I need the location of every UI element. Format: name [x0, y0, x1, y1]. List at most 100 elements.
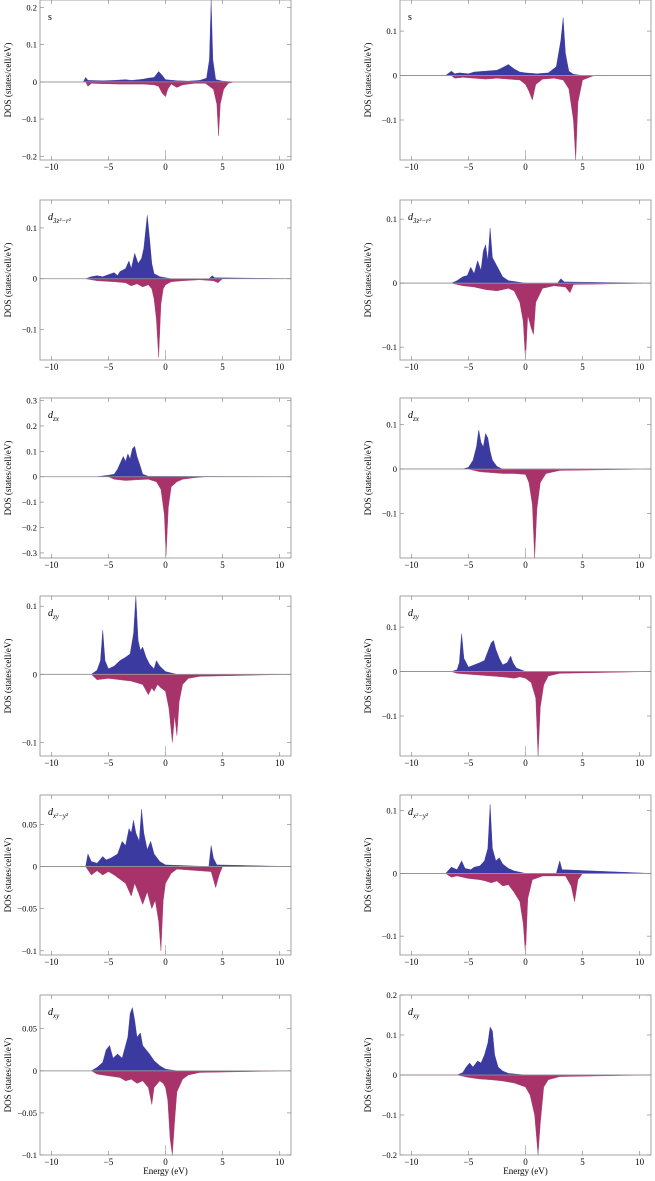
y-tick-label: 0.3	[26, 396, 37, 406]
x-tick-label: 0	[523, 560, 528, 570]
dos-panel-8: −10 −5 0 5 10 −0.1 0 0.1 DOS (states/cell/eV) dzy	[363, 595, 652, 768]
y-tick-label: −0.2	[22, 151, 37, 161]
y-tick-label: 0.2	[386, 990, 397, 1000]
x-axis-label: Energy (eV)	[143, 1166, 188, 1176]
y-axis-label: DOS (states/cell/eV)	[363, 639, 373, 714]
y-tick-label: 0.1	[386, 214, 397, 224]
y-tick-label: −0.1	[382, 342, 397, 352]
dos-panel-10: −10 −5 0 5 10 −0.1 0 0.1 DOS (states/cell/eV) dx²…	[363, 794, 652, 967]
x-tick-label: 0	[163, 758, 168, 768]
y-tick-label: 0.2	[26, 421, 37, 431]
y-tick-label: 0	[393, 667, 397, 677]
dos-area-spin-down	[400, 873, 651, 956]
panel-label: dzy	[48, 608, 60, 621]
dos-panel-1: −10 −5 0 5 10 −0.2 −0.1 0 0.1 0.2 DOS (states/cell…	[3, 0, 292, 172]
x-tick-label: −5	[464, 560, 474, 570]
y-tick-label: 0.05	[22, 1024, 37, 1034]
y-tick-label: −0.1	[22, 325, 37, 335]
x-tick-label: 0	[523, 957, 528, 967]
x-tick-label: 5	[220, 560, 225, 570]
y-tick-label: −0.1	[22, 497, 37, 507]
x-tick-label: 5	[580, 162, 585, 172]
y-tick-label: −0.1	[22, 946, 37, 956]
y-axis-label: DOS (states/cell/eV)	[363, 838, 373, 913]
x-tick-label: −5	[104, 362, 114, 372]
y-tick-label: 0	[393, 71, 397, 81]
x-tick-label: 10	[635, 957, 645, 967]
y-tick-label: 0.1	[386, 1030, 397, 1040]
x-tick-label: −10	[44, 362, 59, 372]
x-tick-label: −10	[404, 957, 419, 967]
panel-label: dzx	[48, 410, 60, 423]
x-tick-label: −5	[464, 162, 474, 172]
dos-area-spin-up	[400, 429, 651, 470]
y-axis-label: DOS (states/cell/eV)	[3, 43, 13, 118]
dos-area-spin-up	[400, 228, 652, 284]
y-tick-label: 0	[393, 868, 397, 878]
y-tick-label: −0.1	[382, 931, 397, 941]
y-tick-label: 0.1	[386, 26, 397, 36]
y-tick-label: −0.05	[17, 904, 37, 914]
x-tick-label: 0	[523, 1157, 528, 1167]
y-tick-label: 0	[33, 862, 37, 872]
panel-label: d3z²−r²	[408, 212, 432, 225]
x-tick-label: 10	[275, 758, 285, 768]
y-axis-label: DOS (states/cell/eV)	[3, 243, 13, 318]
panel-label: dx²−y²	[408, 807, 429, 820]
y-tick-label: −0.1	[382, 509, 397, 519]
y-tick-label: 0.1	[386, 420, 397, 430]
y-tick-label: 0	[393, 464, 397, 474]
panel-label: dxy	[408, 1007, 420, 1020]
y-tick-label: 0.1	[26, 40, 37, 50]
x-tick-label: 0	[163, 362, 168, 372]
x-tick-label: −10	[404, 162, 419, 172]
x-tick-label: 0	[523, 362, 528, 372]
dos-area-spin-down	[400, 75, 651, 161]
x-tick-label: −5	[464, 758, 474, 768]
y-tick-label: −0.2	[22, 523, 37, 533]
y-tick-label: −0.1	[22, 1150, 37, 1160]
x-tick-label: −5	[464, 1157, 474, 1167]
x-tick-label: −5	[104, 162, 114, 172]
dos-panel-9: −10 −5 0 5 10 −0.1 −0.05 0 0.05 DOS (states/cell/…	[3, 794, 292, 967]
x-tick-label: −10	[44, 758, 59, 768]
y-tick-label: −0.05	[17, 1108, 37, 1118]
dos-panel-5: −10 −5 0 5 10 −0.3 −0.2 −0.1 0 0.1 0.2 0.3 DOS (stat…	[3, 396, 292, 570]
dos-panel-7: −10 −5 0 5 10 −0.1 0 0.1 DOS (states/cell/eV) dzy	[3, 595, 292, 768]
y-tick-label: 0	[33, 472, 37, 482]
x-tick-label: 10	[275, 560, 285, 570]
y-tick-label: 0.1	[26, 601, 37, 611]
x-tick-label: −10	[44, 560, 59, 570]
x-tick-label: −10	[404, 560, 419, 570]
y-tick-label: −0.1	[382, 1110, 397, 1120]
y-tick-label: −0.3	[22, 548, 37, 558]
dos-area-spin-down	[400, 671, 652, 757]
dos-area-spin-up	[40, 1006, 291, 1071]
x-tick-label: 10	[635, 758, 645, 768]
y-tick-label: −0.1	[22, 737, 37, 747]
x-tick-label: −10	[44, 162, 59, 172]
dos-panel-2: −10 −5 0 5 10 −0.1 0 0.1 DOS (states/cell/eV) s	[363, 0, 652, 172]
y-axis-label: DOS (states/cell/eV)	[3, 441, 13, 516]
dos-area-spin-down	[40, 81, 291, 136]
x-tick-label: −10	[44, 1157, 59, 1167]
x-tick-label: 0	[523, 162, 528, 172]
dos-area-spin-up	[400, 1026, 651, 1076]
x-tick-label: 10	[275, 162, 285, 172]
y-tick-label: −0.2	[382, 1150, 397, 1160]
x-tick-label: 5	[580, 1157, 585, 1167]
panel-label: dxy	[48, 1007, 60, 1020]
dos-area-spin-up	[400, 633, 651, 672]
dos-panel-6: −10 −5 0 5 10 −0.1 0 0.1 DOS (states/cell/eV) dzx	[363, 397, 652, 570]
x-tick-label: 5	[220, 162, 225, 172]
x-tick-label: −5	[104, 1157, 114, 1167]
dos-area-spin-up	[40, 445, 292, 477]
y-tick-label: −0.1	[22, 114, 37, 124]
dos-area-spin-down	[40, 476, 291, 556]
y-tick-label: 0.1	[386, 622, 397, 632]
x-tick-label: −10	[44, 957, 59, 967]
y-tick-label: 0.1	[386, 806, 397, 816]
dos-area-spin-down	[400, 1074, 652, 1156]
x-tick-label: 10	[635, 1157, 645, 1167]
